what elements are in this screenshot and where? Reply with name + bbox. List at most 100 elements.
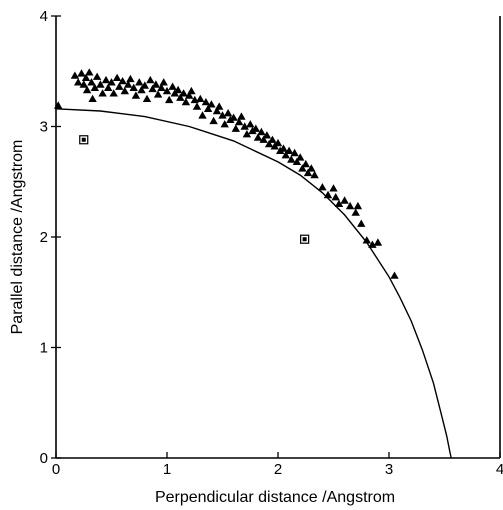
triangle-data-point bbox=[362, 236, 371, 244]
triangle-data-point bbox=[345, 201, 355, 210]
triangle-data-point bbox=[109, 89, 118, 97]
triangle-data-point bbox=[209, 116, 218, 125]
triangle-data-point bbox=[259, 135, 268, 143]
triangle-data-point bbox=[159, 78, 168, 86]
triangle-data-point bbox=[368, 240, 377, 248]
triangle-data-point bbox=[88, 94, 97, 102]
x-tick-label: 1 bbox=[163, 461, 171, 478]
triangle-data-point bbox=[303, 168, 313, 177]
triangle-data-point bbox=[257, 127, 266, 136]
y-tick-label: 3 bbox=[40, 119, 48, 136]
y-tick-label: 1 bbox=[40, 340, 48, 357]
triangle-data-point bbox=[307, 164, 316, 172]
triangle-data-point bbox=[351, 208, 360, 216]
y-tick-label: 4 bbox=[40, 8, 48, 25]
triangle-data-point bbox=[340, 196, 349, 204]
triangle-data-point bbox=[318, 183, 327, 191]
triangle-data-point bbox=[70, 71, 80, 79]
triangle-data-point bbox=[242, 130, 252, 138]
triangle-data-point bbox=[229, 113, 238, 121]
triangle-data-point bbox=[262, 131, 272, 139]
triangle-data-point bbox=[151, 80, 161, 88]
data-points-layer bbox=[54, 68, 399, 279]
y-axis-label: Parallel distance /Angstrom bbox=[9, 140, 26, 335]
triangle-data-point bbox=[79, 80, 88, 88]
triangle-data-point bbox=[290, 148, 299, 157]
triangle-data-point bbox=[148, 84, 157, 93]
fit-curve-layer bbox=[55, 108, 452, 459]
square-data-point bbox=[300, 234, 310, 244]
triangle-data-point bbox=[87, 78, 96, 86]
triangle-data-point bbox=[98, 89, 107, 97]
triangle-data-point bbox=[137, 85, 146, 94]
triangle-data-point bbox=[92, 72, 102, 80]
triangle-data-point bbox=[129, 83, 138, 91]
triangle-data-point bbox=[279, 144, 288, 152]
triangle-data-point bbox=[310, 170, 319, 179]
triangle-data-point bbox=[81, 73, 91, 81]
triangle-data-point bbox=[231, 124, 240, 132]
triangle-data-point bbox=[77, 69, 86, 77]
y-ticks: 0 1 2 3 4 bbox=[40, 8, 61, 467]
triangle-data-point bbox=[253, 133, 263, 141]
triangle-data-point bbox=[220, 120, 229, 128]
triangle-data-point bbox=[287, 155, 296, 163]
triangle-data-point bbox=[237, 112, 246, 120]
triangle-data-point bbox=[212, 106, 222, 115]
square-marker-outline bbox=[79, 135, 89, 145]
triangle-data-point bbox=[281, 151, 290, 159]
square-marker-center bbox=[302, 237, 307, 242]
y-tick-label: 0 bbox=[40, 450, 48, 467]
triangle-data-point bbox=[176, 93, 185, 101]
triangle-data-point bbox=[246, 120, 255, 128]
triangle-data-point bbox=[104, 83, 113, 91]
triangle-data-point bbox=[223, 109, 233, 117]
triangle-data-point bbox=[173, 85, 183, 94]
triangle-data-point bbox=[323, 190, 333, 199]
triangle-data-point bbox=[284, 146, 294, 154]
triangle-data-point bbox=[135, 78, 144, 86]
triangle-data-point bbox=[168, 82, 177, 90]
triangle-data-point bbox=[390, 271, 399, 279]
x-ticks: 0 1 2 3 4 bbox=[52, 452, 503, 478]
triangle-data-point bbox=[301, 159, 310, 168]
triangle-data-point bbox=[273, 138, 283, 147]
triangle-data-point bbox=[268, 135, 277, 143]
triangle-data-point bbox=[90, 83, 99, 91]
triangle-data-point bbox=[201, 98, 211, 106]
triangle-data-point bbox=[101, 75, 111, 84]
triangle-data-point bbox=[218, 111, 227, 119]
triangle-data-point bbox=[54, 101, 63, 109]
triangle-data-point bbox=[181, 98, 191, 106]
triangle-data-point bbox=[251, 124, 260, 132]
triangle-data-point bbox=[334, 199, 344, 207]
triangle-data-point bbox=[162, 86, 172, 95]
square-data-point bbox=[79, 135, 89, 145]
triangle-data-point bbox=[142, 94, 152, 102]
triangle-data-point bbox=[292, 157, 302, 165]
y-tick-label: 2 bbox=[40, 229, 48, 246]
square-marker-outline bbox=[300, 234, 310, 244]
triangle-data-point bbox=[207, 100, 216, 108]
triangle-data-point bbox=[140, 81, 149, 89]
triangle-data-point bbox=[115, 82, 124, 90]
triangle-data-point bbox=[96, 80, 105, 88]
fit-curve bbox=[55, 108, 452, 459]
square-marker-center bbox=[81, 137, 86, 142]
triangle-data-point bbox=[131, 91, 141, 99]
triangle-data-point bbox=[124, 80, 133, 88]
triangle-data-point bbox=[215, 102, 224, 110]
triangle-data-point bbox=[146, 75, 155, 84]
x-axis-label: Perpendicular distance /Angstrom bbox=[155, 489, 395, 506]
triangle-data-point bbox=[120, 86, 129, 95]
x-tick-label: 0 bbox=[52, 461, 60, 478]
triangle-data-point bbox=[74, 78, 83, 86]
triangle-data-point bbox=[331, 193, 340, 201]
triangle-data-point bbox=[85, 68, 94, 76]
triangle-data-point bbox=[179, 89, 188, 97]
triangle-data-point bbox=[187, 86, 196, 95]
triangle-data-point bbox=[126, 74, 135, 83]
triangle-data-point bbox=[165, 95, 174, 104]
x-tick-label: 2 bbox=[274, 461, 282, 478]
